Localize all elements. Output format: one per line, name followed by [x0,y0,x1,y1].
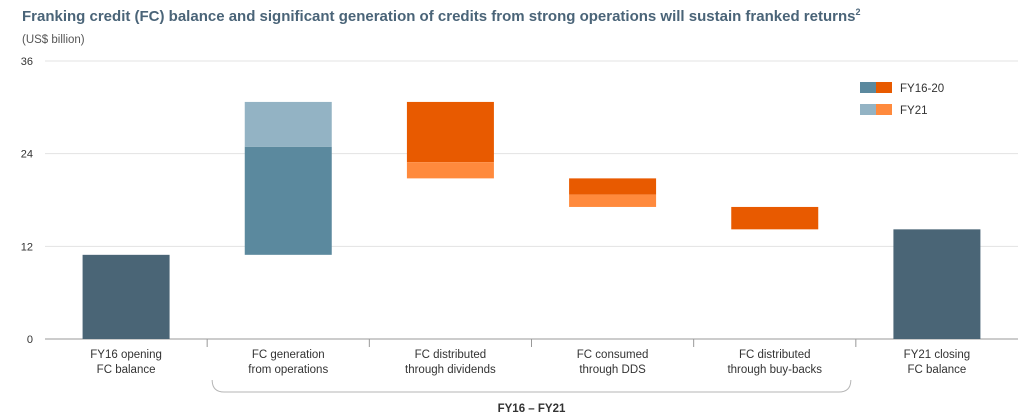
bar-segment-total [893,229,981,339]
bar-segment-ops-fy16-20 [244,146,332,255]
x-category-label: FC distributed through dividends [405,349,496,376]
y-tick-label: 0 [27,334,33,346]
x-category-label: FC generation from operations [248,349,328,376]
x-category-label-line: FY16 opening [90,349,162,361]
x-category-label: FY21 closing FC balance [904,349,970,376]
bar-segment-dist-fy16-20 [406,101,494,163]
bar-segment-ops-fy21 [244,101,332,147]
bar-segment-total [82,254,170,339]
legend-label: FY21 [900,105,928,117]
legend-swatch [876,104,892,115]
chart-title: Franking credit (FC) balance and signifi… [22,7,861,25]
title-footnote: 2 [855,7,861,17]
group-label: FY16 – FY21 [498,403,566,415]
y-tick-label: 12 [21,241,33,253]
x-category-label: FC distributed through buy-backs [727,349,822,376]
x-category-label-line: FC generation [252,349,325,361]
legend-label: FY16-20 [900,83,944,95]
x-category-label: FY16 opening FC balance [90,349,162,376]
y-tick-label: 24 [21,149,33,161]
x-category-label-line: FC distributed [415,349,487,361]
group-bracket [211,379,852,393]
bar-segment-dist-fy16-20 [569,178,657,195]
x-category-label-line: FC consumed [577,349,649,361]
x-category-label: FC consumed through DDS [577,349,649,376]
chart-subtitle: (US$ billion) [22,34,85,46]
x-category-label-line: through dividends [405,364,496,376]
bar-segment-dist-fy16-20 [731,206,819,230]
x-category-label-line: from operations [248,364,328,376]
bar-segment-dist-fy21 [406,162,494,179]
legend-swatch [876,82,892,93]
x-category-label-line: FY21 closing [904,349,970,361]
x-category-label-line: FC balance [908,364,967,376]
x-category-label-line: through buy-backs [727,364,822,376]
bar-segment-dist-fy21 [569,194,657,207]
x-category-label-line: FC distributed [739,349,811,361]
legend-swatch [860,104,876,115]
y-tick-label: 36 [21,56,33,68]
x-category-label-line: through DDS [579,364,646,376]
x-category-label-line: FC balance [97,364,156,376]
legend-swatch [860,82,876,93]
